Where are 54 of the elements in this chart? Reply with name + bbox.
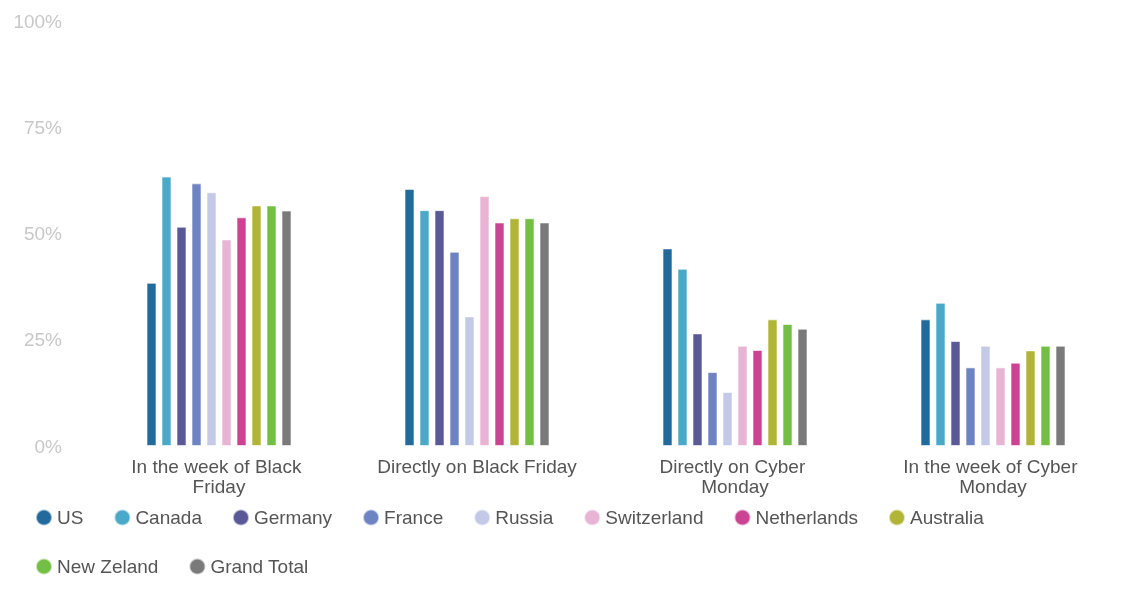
bar [251,205,262,446]
bar [707,372,718,446]
bar [677,268,688,446]
bar [1010,362,1021,446]
bar [692,333,703,446]
bar [995,367,1006,446]
legend-label: Russia [495,507,554,528]
bar [782,324,793,446]
legend-label: Netherlands [755,507,858,528]
x-tick-label: Directly on Cyber Monday [659,455,811,497]
legend-label: New Zeland [57,556,159,577]
bar [935,302,946,446]
bar [281,210,292,446]
bar [161,176,172,446]
bar [221,239,232,446]
bar [509,218,520,446]
bar [539,222,550,446]
bar [752,349,763,446]
x-tick-label: In the week of Cyber Monday [903,455,1083,497]
bar [1040,345,1051,446]
bar [146,282,157,446]
bar [206,192,217,446]
bar [1055,345,1066,446]
legend-label: Grand Total [210,556,309,577]
bar [236,217,247,446]
bar [176,226,187,446]
bar [464,316,475,446]
bar [191,183,202,446]
bar [419,210,430,446]
bar [434,210,445,446]
bar [767,319,778,446]
legend-label: Switzerland [605,507,704,528]
bar [965,367,976,446]
bar [266,205,277,446]
x-tick-label: Directly on Black Friday [377,455,578,477]
bar [479,196,490,446]
bar [980,345,991,446]
legend-label: Germany [253,507,333,528]
bar [1025,350,1036,446]
bar [662,248,673,446]
bar [524,218,535,446]
legend-label: US [57,507,84,528]
legend-label: Canada [135,507,203,528]
bar [494,222,505,446]
bar [950,341,961,446]
bar [404,188,415,446]
bar [920,319,931,446]
legend-label: Australia [909,507,985,528]
bar [449,251,460,446]
bar [797,328,808,446]
bar [722,392,733,446]
legend-label: France [384,507,444,528]
bar [737,345,748,446]
x-tick-label: In the week of Black Friday [131,455,307,497]
